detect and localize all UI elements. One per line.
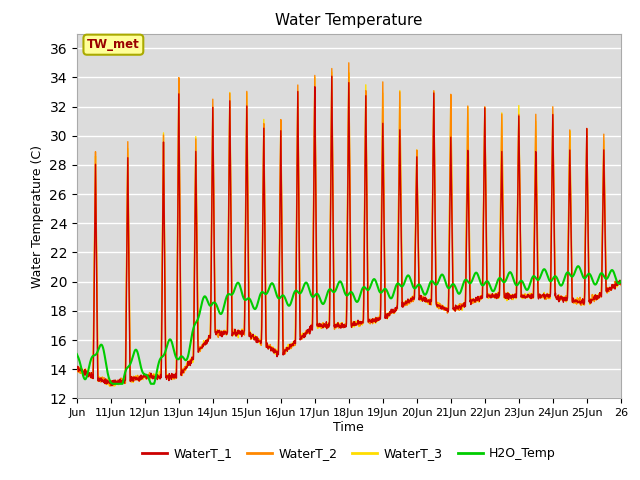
Text: TW_met: TW_met — [87, 38, 140, 51]
Y-axis label: Water Temperature (C): Water Temperature (C) — [31, 144, 44, 288]
Legend: WaterT_1, WaterT_2, WaterT_3, H2O_Temp: WaterT_1, WaterT_2, WaterT_3, H2O_Temp — [137, 442, 561, 465]
X-axis label: Time: Time — [333, 421, 364, 434]
Title: Water Temperature: Water Temperature — [275, 13, 422, 28]
